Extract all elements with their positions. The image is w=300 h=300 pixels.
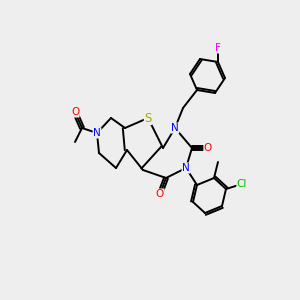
Text: N: N	[182, 163, 190, 173]
Text: O: O	[71, 107, 79, 117]
Text: F: F	[215, 43, 221, 53]
Text: S: S	[144, 112, 152, 124]
Text: N: N	[93, 128, 101, 138]
Text: O: O	[204, 143, 212, 153]
Text: N: N	[171, 123, 179, 133]
Text: O: O	[156, 189, 164, 199]
Text: Cl: Cl	[237, 179, 247, 189]
